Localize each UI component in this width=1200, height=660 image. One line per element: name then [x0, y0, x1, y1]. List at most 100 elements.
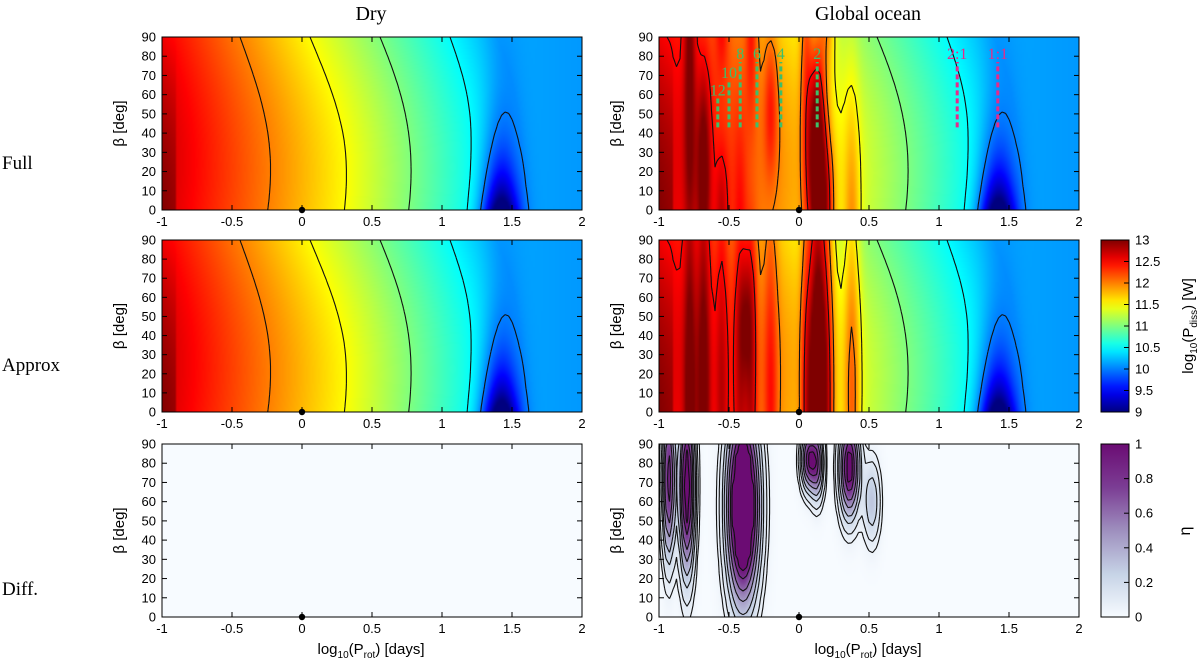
y-tick-label: 10	[639, 183, 653, 198]
contour-line	[664, 443, 857, 592]
contour-line	[663, 443, 859, 603]
column-title-global-ocean: Global ocean	[815, 3, 921, 25]
colorbar-tick-label: 10	[1135, 362, 1149, 377]
contour-line	[449, 239, 472, 413]
origin-marker	[298, 408, 306, 416]
contour-line	[758, 36, 835, 211]
x-tick-label: 0	[298, 621, 305, 636]
y-tick-label: 50	[142, 309, 156, 324]
x-tick-label: -1	[156, 621, 168, 636]
resonance-green-label: 12	[710, 83, 726, 100]
x-tick-label: 0.5	[860, 416, 878, 431]
panel-diff-dry: 0 10 20 30 40 50 60 70 80 90 -1 -0.5 0 0.5 1 1.5 2 β [deg…	[111, 437, 586, 637]
colorbar-tick-label: 0.4	[1135, 540, 1153, 555]
contour-line	[662, 443, 861, 616]
colorbar-tick-label: 9.5	[1135, 383, 1153, 398]
y-tick-label: 0	[149, 405, 156, 420]
y-tick-label: 90	[142, 30, 156, 45]
colorbar-power: 9 9.5 10 10.5 11 11.5 12 12.5 13 log10(Pdiss) [W…	[1100, 233, 1200, 420]
y-tick-label: 80	[639, 49, 653, 64]
y-tick-label: 60	[142, 494, 156, 509]
x-tick-label: 2	[1075, 416, 1082, 431]
x-tick-label: -0.5	[221, 214, 243, 229]
y-tick-label: 30	[142, 552, 156, 567]
contour-line	[449, 36, 472, 211]
y-tick-label: 20	[639, 366, 653, 381]
colorbar-tick-label: 9	[1135, 405, 1142, 420]
y-tick-label: 20	[639, 571, 653, 586]
contour-line	[480, 111, 530, 211]
contour-line	[876, 239, 909, 413]
x-tick-label: 2	[578, 214, 585, 229]
x-tick-label: -1	[156, 214, 168, 229]
contour-line	[683, 443, 853, 572]
y-tick-label: 60	[142, 87, 156, 102]
y-tick-label: 20	[142, 164, 156, 179]
resonance-green-label: 6	[753, 46, 761, 63]
contour-line	[309, 239, 347, 413]
x-tick-label: -1	[156, 416, 168, 431]
origin-marker	[298, 206, 306, 214]
y-tick-label: 70	[142, 475, 156, 490]
origin-marker	[795, 613, 803, 621]
y-tick-label: 30	[142, 347, 156, 362]
colorbar-power-label: log10(Pdiss) [W]	[1180, 278, 1200, 374]
colorbar-eta: 0 0.2 0.4 0.6 0.8 1 η	[1100, 437, 1194, 625]
x-tick-label: -1	[653, 416, 665, 431]
y-tick-label: 80	[639, 252, 653, 267]
colorbar-eta-label: η	[1177, 527, 1194, 536]
y-tick-label: 0	[646, 610, 653, 625]
heatmap-image	[162, 444, 582, 617]
x-tick-label: 1.5	[503, 621, 521, 636]
row-title-diff: Diff.	[2, 579, 38, 600]
x-tick-label: -1	[653, 621, 665, 636]
contour-line	[757, 239, 856, 413]
y-tick-label: 10	[142, 385, 156, 400]
y-tick-label: 0	[646, 203, 653, 218]
y-tick-label: 90	[639, 437, 653, 452]
y-tick-label: 70	[142, 68, 156, 83]
contour-line	[239, 239, 272, 413]
y-axis-label: β [deg]	[608, 100, 625, 146]
x-tick-label: 2	[578, 416, 585, 431]
y-tick-label: 40	[639, 533, 653, 548]
y-tick-label: 60	[639, 290, 653, 305]
y-tick-label: 30	[639, 347, 653, 362]
y-tick-label: 30	[639, 552, 653, 567]
x-tick-label: -0.5	[718, 621, 740, 636]
panel-full-dry: 0 10 20 30 40 50 60 70 80 90 -1 -0.5 0 0.5 1 1.5 2 β [deg…	[111, 30, 586, 230]
colorbar-eta-gradient	[1100, 443, 1130, 618]
y-tick-label: 70	[639, 271, 653, 286]
y-tick-label: 0	[149, 610, 156, 625]
contour-line	[666, 239, 831, 413]
row-title-full: Full	[2, 153, 33, 174]
y-tick-label: 40	[142, 126, 156, 141]
heatmap-image	[659, 37, 1079, 210]
colorbar-tick-label: 11	[1135, 319, 1149, 334]
contour-line	[667, 443, 855, 580]
y-tick-label: 60	[639, 494, 653, 509]
y-tick-label: 70	[639, 475, 653, 490]
colorbar-tick-label: 13	[1135, 233, 1149, 248]
origin-marker	[298, 613, 306, 621]
x-axis-label-ocean: log10(Prot) [days]	[814, 641, 921, 660]
x-tick-label: 2	[1075, 621, 1082, 636]
colorbar-tick-label: 0	[1135, 610, 1142, 625]
contour-line	[834, 239, 863, 412]
column-title-dry: Dry	[355, 3, 386, 25]
y-tick-label: 70	[142, 271, 156, 286]
contour-line	[239, 36, 272, 211]
y-tick-label: 80	[142, 456, 156, 471]
x-axis-label-dry: log10(Prot) [days]	[317, 641, 424, 660]
y-tick-label: 40	[142, 328, 156, 343]
colorbar-tick-label: 0.8	[1135, 471, 1153, 486]
x-tick-label: -0.5	[718, 214, 740, 229]
heatmap-image	[659, 240, 1079, 412]
contour-line	[379, 239, 412, 413]
y-tick-label: 0	[149, 203, 156, 218]
x-tick-label: 1.5	[1000, 416, 1018, 431]
colorbar-tick-label: 12	[1135, 276, 1149, 291]
x-tick-label: 1	[438, 621, 445, 636]
heatmap-image	[162, 37, 582, 210]
